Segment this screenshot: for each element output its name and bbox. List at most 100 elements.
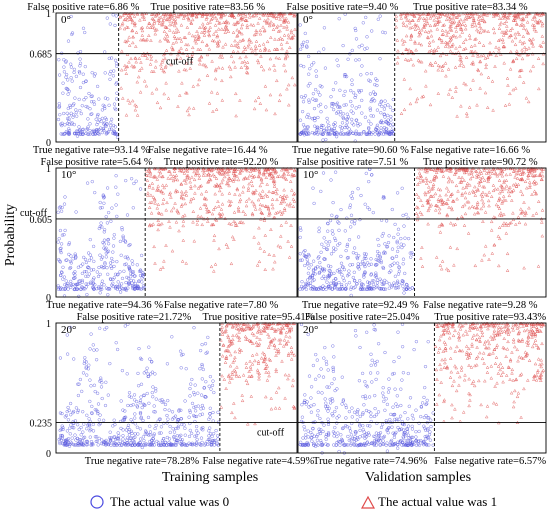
point-class1 <box>125 18 130 22</box>
point-class0 <box>410 443 414 447</box>
point-class1 <box>476 29 481 34</box>
point-class1 <box>238 170 242 175</box>
point-class0 <box>407 404 411 408</box>
point-class1 <box>533 18 538 23</box>
point-class0 <box>325 280 329 284</box>
point-class1 <box>425 21 430 26</box>
point-class1 <box>199 183 204 188</box>
point-class1 <box>271 14 276 18</box>
point-class1 <box>125 64 129 69</box>
point-class0 <box>301 100 306 104</box>
point-class1 <box>508 172 513 176</box>
point-class0 <box>111 250 115 254</box>
point-class1 <box>289 349 294 353</box>
point-class1 <box>232 368 237 372</box>
point-class0 <box>106 210 111 215</box>
point-class1 <box>460 191 465 196</box>
point-class0 <box>114 185 118 189</box>
point-class1 <box>451 42 455 46</box>
point-class1 <box>274 367 278 371</box>
point-class0 <box>98 291 102 295</box>
point-class0 <box>115 443 119 447</box>
point-class1 <box>267 13 272 17</box>
point-class0 <box>365 440 370 444</box>
point-class1 <box>252 235 256 239</box>
point-class1 <box>172 34 177 38</box>
point-class0 <box>382 282 386 286</box>
point-class1 <box>159 189 164 193</box>
point-class0 <box>362 275 366 279</box>
point-class0 <box>91 422 95 427</box>
point-class1 <box>151 222 156 226</box>
point-class0 <box>65 116 70 121</box>
point-class1 <box>186 15 190 19</box>
point-class1 <box>161 22 165 27</box>
point-class0 <box>209 387 213 391</box>
point-class0 <box>340 128 344 133</box>
point-class1 <box>191 196 196 200</box>
point-class1 <box>168 19 172 23</box>
point-class0 <box>400 186 404 190</box>
point-class0 <box>167 437 172 441</box>
point-class0 <box>56 287 61 291</box>
point-class1 <box>500 189 505 193</box>
point-class1 <box>246 186 251 190</box>
point-class1 <box>227 199 231 203</box>
point-class1 <box>470 170 474 174</box>
point-class1 <box>282 63 286 67</box>
point-class1 <box>237 338 242 342</box>
point-class0 <box>131 206 135 210</box>
point-class0 <box>324 362 329 366</box>
point-class0 <box>57 73 62 77</box>
point-class1 <box>180 214 185 218</box>
point-class1 <box>276 11 280 16</box>
point-class1 <box>431 39 436 43</box>
point-class0 <box>397 417 401 421</box>
point-class1 <box>249 179 254 183</box>
point-class1 <box>187 176 192 180</box>
point-class0 <box>365 72 369 76</box>
point-class0 <box>210 442 214 447</box>
point-class1 <box>476 21 481 25</box>
point-class0 <box>327 126 331 130</box>
point-class1 <box>227 64 232 69</box>
point-class0 <box>88 429 92 433</box>
point-class1 <box>456 189 460 193</box>
point-class0 <box>120 276 125 281</box>
point-class0 <box>334 247 338 251</box>
point-class1 <box>517 32 522 36</box>
point-class1 <box>247 181 251 186</box>
point-class1 <box>464 185 469 190</box>
point-class1 <box>221 343 226 347</box>
point-class1 <box>171 30 176 34</box>
point-class1 <box>475 202 480 207</box>
point-class0 <box>317 427 321 431</box>
point-class1 <box>494 53 499 58</box>
point-class0 <box>102 104 107 108</box>
point-class1 <box>473 37 477 41</box>
point-class0 <box>303 443 307 447</box>
point-class1 <box>491 188 496 193</box>
point-class0 <box>78 377 83 382</box>
point-class1 <box>273 329 277 333</box>
point-class1 <box>219 11 224 16</box>
point-class0 <box>392 359 396 364</box>
point-class1 <box>395 38 400 42</box>
point-class0 <box>367 263 371 267</box>
point-class0 <box>209 443 213 447</box>
point-class1 <box>433 208 438 212</box>
point-class0 <box>364 256 368 261</box>
point-class1 <box>140 28 145 33</box>
point-class1 <box>448 221 453 225</box>
point-class0 <box>336 243 340 247</box>
point-class1 <box>147 166 152 171</box>
point-class1 <box>247 324 252 328</box>
point-class1 <box>220 192 225 196</box>
point-class0 <box>362 430 366 434</box>
point-class0 <box>325 247 329 252</box>
point-class1 <box>261 170 266 175</box>
point-class0 <box>61 81 65 85</box>
point-class0 <box>331 87 336 92</box>
